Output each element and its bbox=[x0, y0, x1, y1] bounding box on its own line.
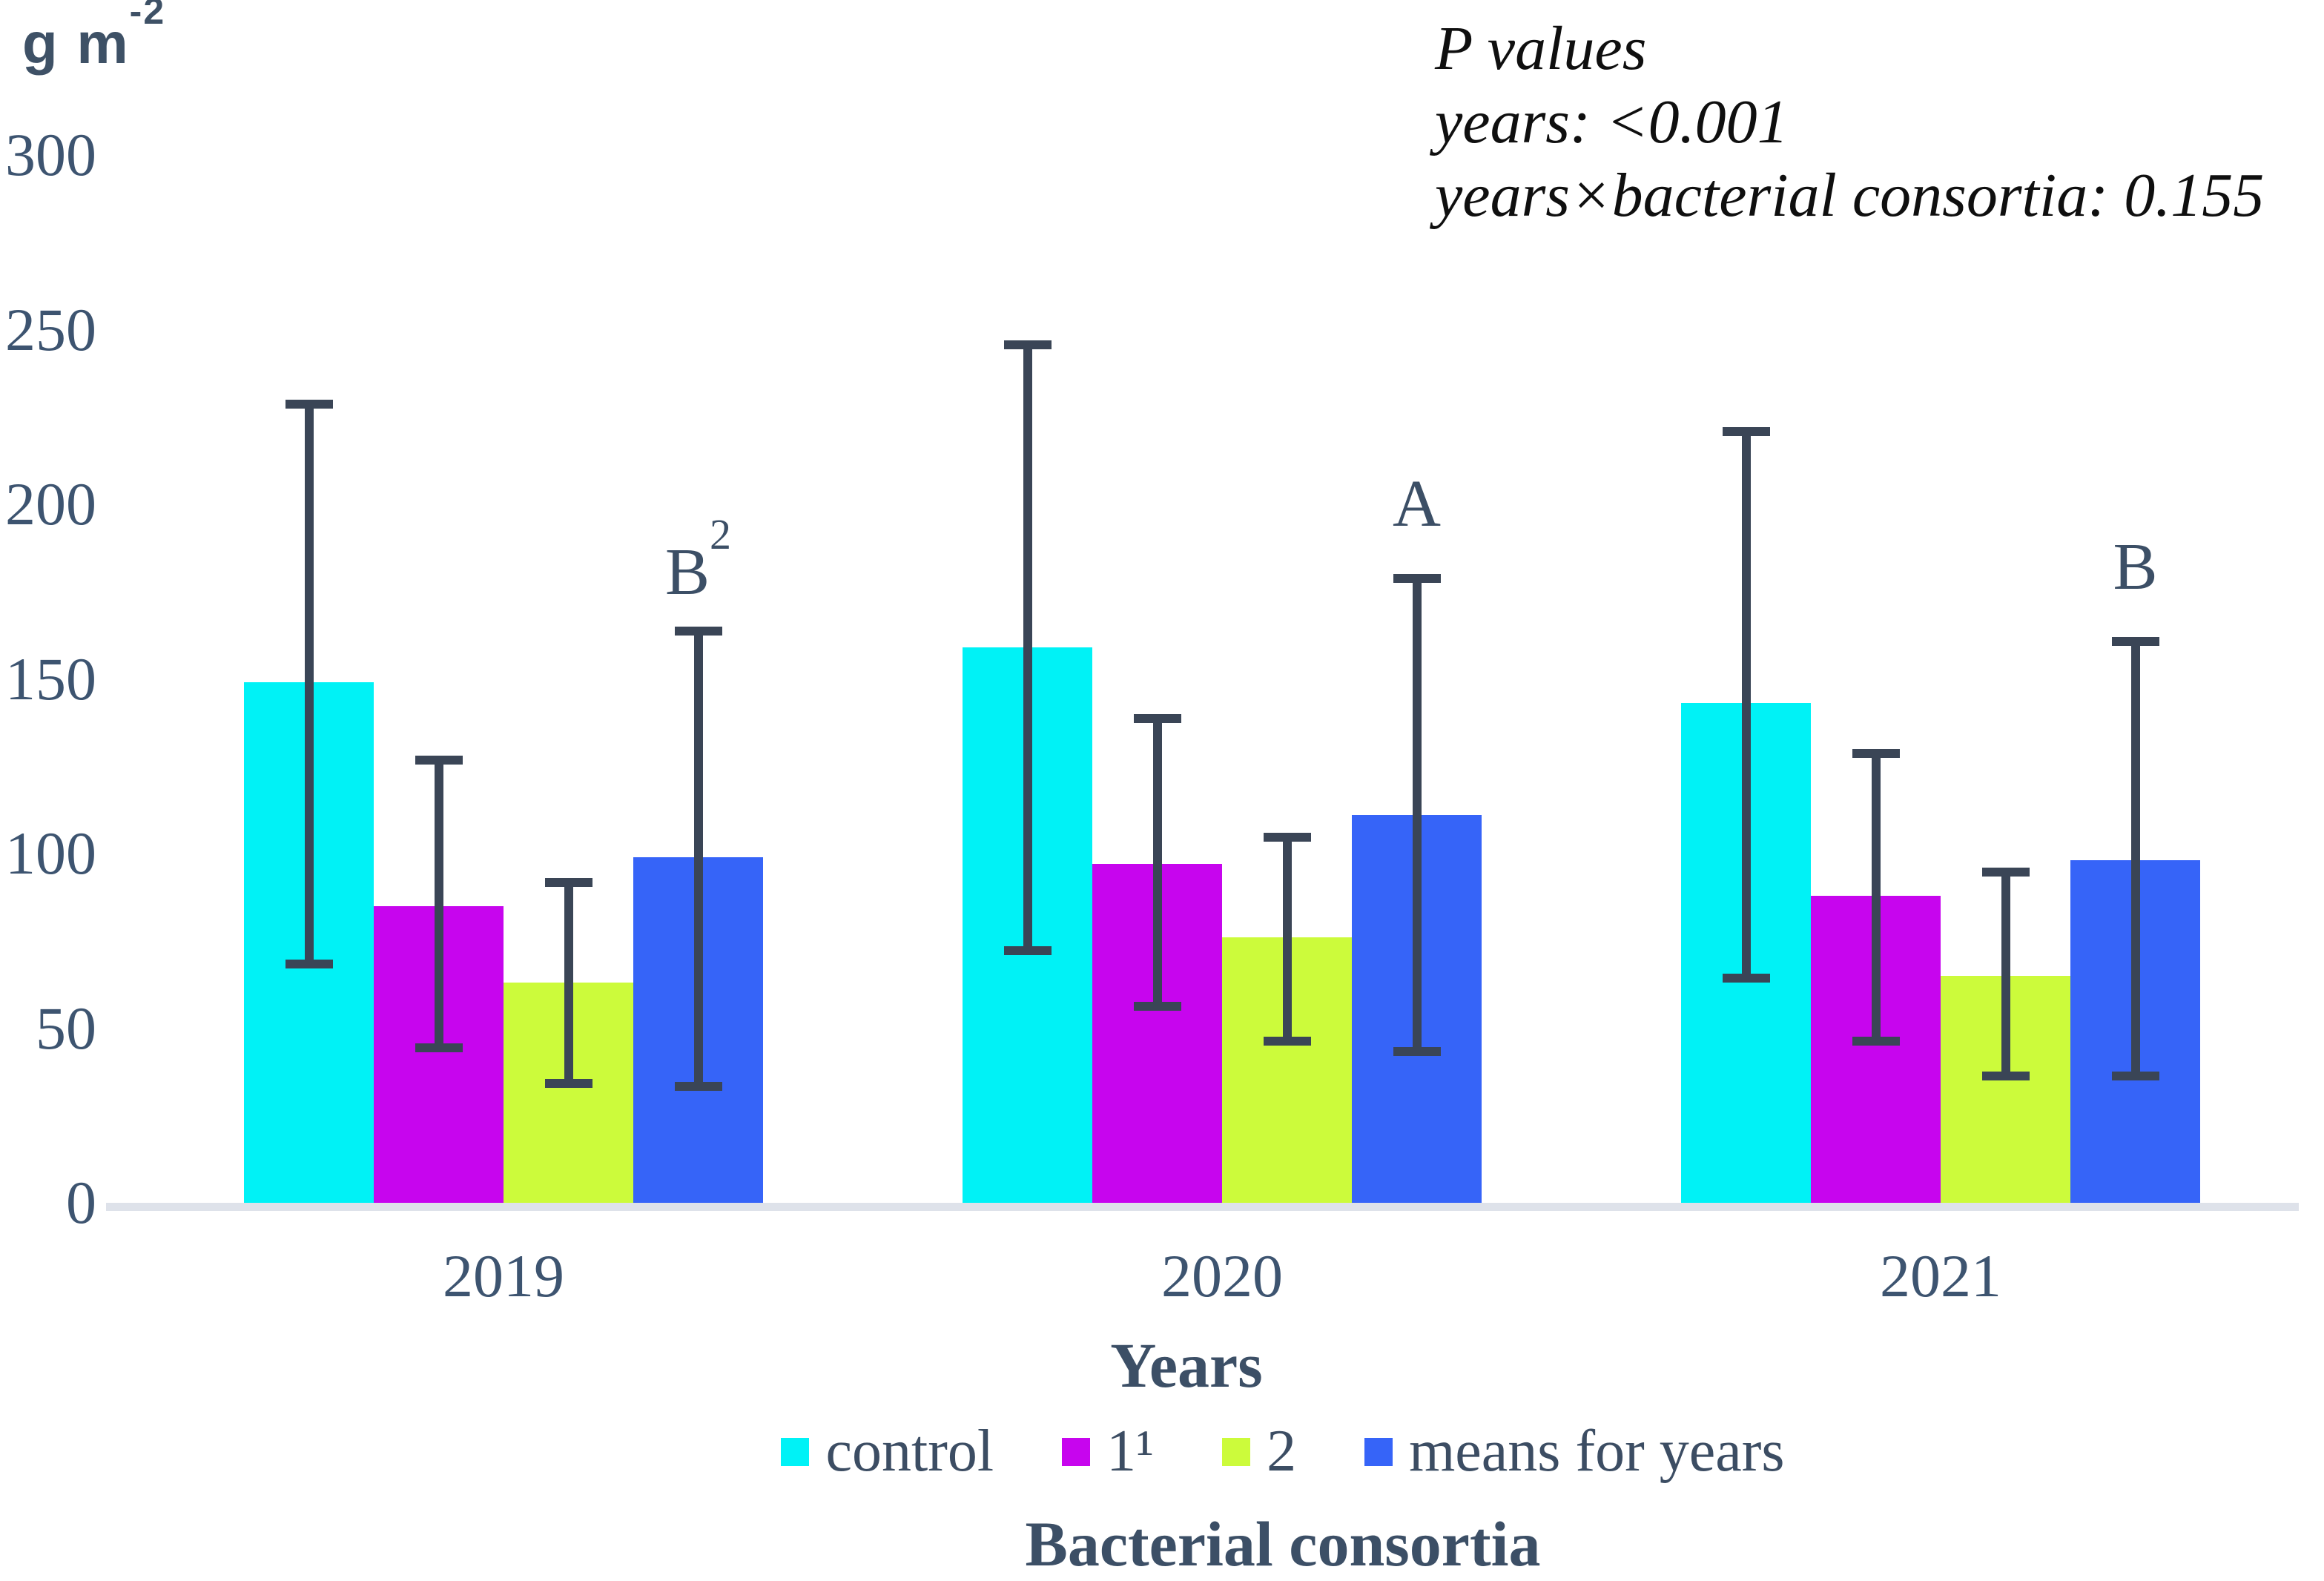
y-tick-label: 250 bbox=[5, 295, 96, 363]
error-bar-line bbox=[434, 756, 443, 1053]
error-bar-cap-bottom bbox=[1981, 1072, 2030, 1081]
error-bar-cap-top bbox=[285, 399, 333, 409]
error-bar-cap-bottom bbox=[2111, 1072, 2159, 1081]
error-bar-line bbox=[304, 399, 314, 969]
error-bar-cap-bottom bbox=[544, 1078, 592, 1088]
error-bar-line bbox=[1152, 713, 1162, 1011]
significance-letter-exponent: 2 bbox=[710, 509, 732, 558]
error-bar-cap-bottom bbox=[1852, 1037, 1900, 1046]
legend-item-1: 1¹ bbox=[1062, 1418, 1154, 1485]
error-bar-cap-bottom bbox=[285, 960, 333, 969]
error-bar-cap-bottom bbox=[1722, 974, 1770, 983]
significance-letter-2021: B bbox=[2113, 529, 2158, 604]
error-bar-cap-bottom bbox=[1133, 1001, 1181, 1011]
x-tick-label-2019: 2019 bbox=[443, 1242, 564, 1310]
legend-item-meansforyears: means for years bbox=[1364, 1418, 1785, 1485]
error-bar-line bbox=[564, 877, 573, 1088]
error-bar-cap-top bbox=[1393, 574, 1441, 584]
error-bar-line bbox=[1412, 574, 1422, 1057]
p-value-interaction: years×bacterial consortia: 0.155 bbox=[1435, 161, 2265, 230]
y-axis-unit-label: g m-2 bbox=[22, 0, 165, 77]
x-axis-line bbox=[106, 1203, 2299, 1211]
error-bar-line bbox=[693, 626, 703, 1092]
error-bar-cap-top bbox=[1722, 427, 1770, 437]
x-tick-label-2020: 2020 bbox=[1161, 1242, 1283, 1310]
error-bar-line bbox=[1871, 748, 1881, 1046]
legend-title: Bacterial consortia bbox=[1025, 1508, 1541, 1580]
error-bar-cap-top bbox=[674, 626, 722, 636]
error-bar-cap-bottom bbox=[674, 1082, 722, 1092]
y-tick-label: 200 bbox=[5, 470, 96, 538]
significance-letter-2019: B2 bbox=[664, 509, 732, 609]
p-values-block: P values years: <0.001 years×bacterial c… bbox=[1435, 12, 2264, 232]
y-axis-unit-base: g m bbox=[22, 10, 130, 76]
error-bar-cap-top bbox=[415, 756, 463, 765]
legend-label: 1¹ bbox=[1106, 1419, 1155, 1484]
error-bar-cap-top bbox=[544, 877, 592, 887]
y-tick-label: 150 bbox=[5, 644, 96, 713]
legend-label: means for years bbox=[1409, 1419, 1785, 1484]
error-bar-line bbox=[1023, 340, 1032, 955]
legend-item-control: control bbox=[781, 1418, 994, 1485]
legend-swatch-icon bbox=[1062, 1437, 1091, 1466]
legend: control 1¹ 2 means for years bbox=[232, 1418, 2324, 1485]
legend-item-2: 2 bbox=[1222, 1418, 1296, 1485]
error-bar-cap-top bbox=[1003, 340, 1052, 349]
error-bar-line bbox=[2130, 636, 2140, 1081]
error-bar-cap-top bbox=[1263, 832, 1311, 842]
error-bar-cap-top bbox=[1981, 867, 2030, 877]
y-tick-label: 300 bbox=[5, 121, 96, 188]
error-bar-cap-top bbox=[1133, 713, 1181, 723]
legend-label: control bbox=[825, 1419, 994, 1484]
y-tick-label: 50 bbox=[36, 994, 96, 1062]
p-values-title: P values bbox=[1435, 14, 1647, 83]
y-tick-label: 0 bbox=[66, 1169, 96, 1236]
legend-swatch-icon bbox=[1222, 1437, 1251, 1466]
error-bar-line bbox=[1282, 832, 1292, 1046]
y-tick-label: 100 bbox=[5, 819, 96, 887]
error-bar-cap-top bbox=[1852, 748, 1900, 758]
error-bar-cap-bottom bbox=[1263, 1037, 1311, 1046]
error-bar-cap-bottom bbox=[1393, 1047, 1441, 1057]
legend-label: 2 bbox=[1267, 1419, 1297, 1484]
p-value-years: years: <0.001 bbox=[1435, 88, 1789, 156]
significance-letter-2020: A bbox=[1393, 467, 1441, 541]
error-bar-line bbox=[1741, 427, 1751, 983]
error-bar-line bbox=[2001, 867, 2010, 1081]
x-tick-label-2021: 2021 bbox=[1880, 1242, 2001, 1310]
legend-swatch-icon bbox=[781, 1437, 810, 1466]
error-bar-cap-bottom bbox=[1003, 945, 1052, 955]
y-axis-unit-exponent: -2 bbox=[129, 0, 166, 32]
legend-swatch-icon bbox=[1364, 1437, 1393, 1466]
x-axis-title: Years bbox=[1110, 1330, 1263, 1401]
error-bar-cap-top bbox=[2111, 636, 2159, 646]
error-bar-cap-bottom bbox=[415, 1043, 463, 1053]
